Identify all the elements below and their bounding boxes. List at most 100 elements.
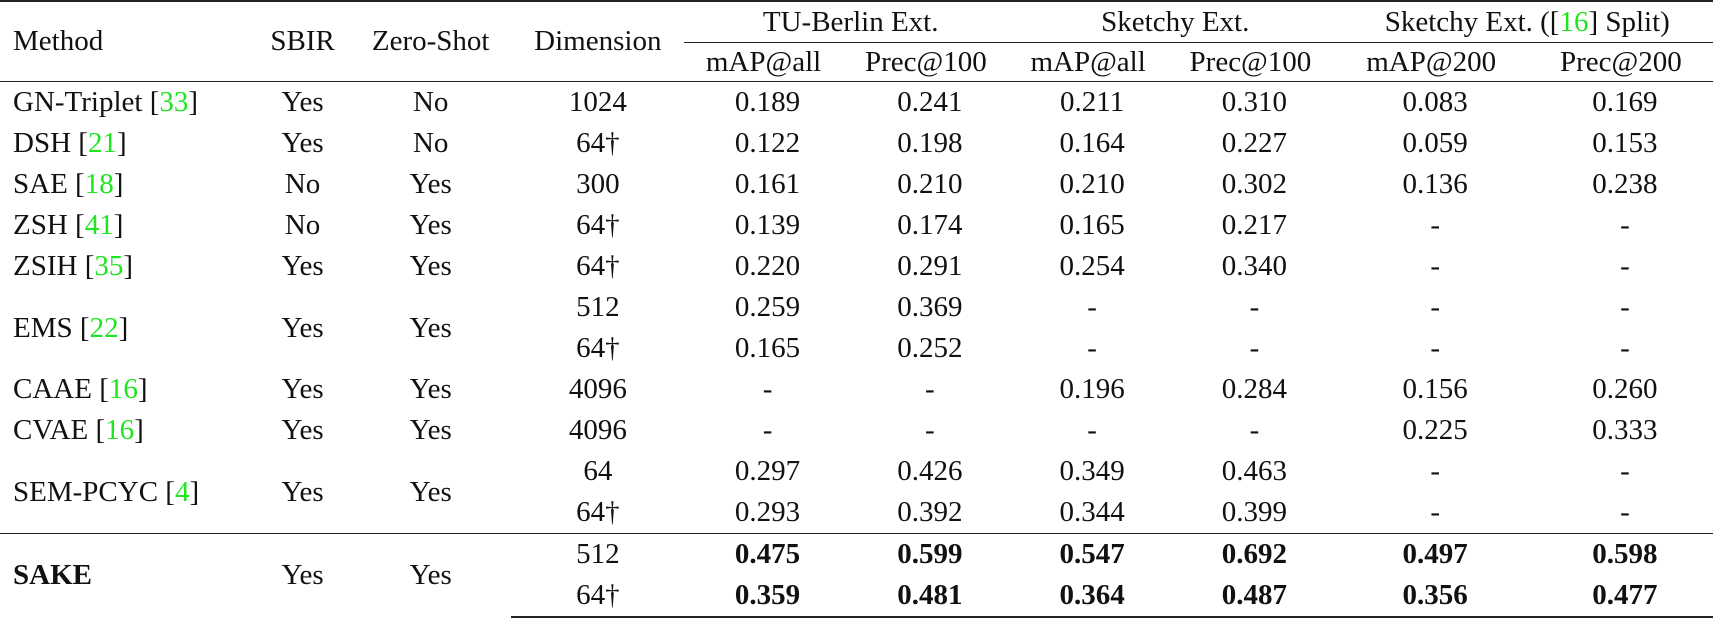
metric-value-cell: 0.161	[734, 168, 801, 200]
zero-shot-cell: Yes	[409, 414, 452, 446]
dimension-cell: 512	[511, 533, 685, 575]
metric-value-cell: 0.210	[897, 168, 963, 200]
citation-link[interactable]: 22	[89, 311, 119, 344]
table-row: EMS [22] Yes Yes 512 0.259 0.369 - - - -	[0, 287, 1713, 343]
metric-value-cell: 0.497	[1333, 533, 1529, 575]
table-row: CVAE [16] Yes Yes 4096 - - - - 0.225 0.333	[0, 410, 1713, 451]
table-row: DSH [21] Yes No 64† 0.122 0.198 0.164 0.227 0.05…	[0, 123, 1713, 164]
results-table: Method SBIR Zero-Shot Dimension TU-Berli…	[0, 0, 1713, 618]
metric-value-cell: 0.293	[734, 496, 801, 528]
zero-shot-cell: Yes	[409, 250, 452, 282]
metric-value-cell: 0.139	[734, 209, 801, 241]
metric-value-cell: 0.349	[1059, 455, 1125, 487]
dimension-cell: 64†	[576, 209, 620, 241]
metric-value-cell: 0.340	[1221, 250, 1288, 282]
metric-value-cell: 0.364	[1008, 575, 1168, 618]
metric-value-cell: 0.220	[734, 250, 801, 282]
metric-value-cell: 0.426	[897, 455, 963, 487]
metric-value-cell: 0.291	[897, 250, 963, 282]
citation-link[interactable]: 18	[84, 168, 114, 200]
metric-value-cell: 0.174	[897, 209, 963, 241]
metric-value-cell: 0.241	[842, 81, 1009, 123]
sbir-cell: Yes	[281, 414, 324, 446]
metric-value-cell: 0.259	[734, 291, 801, 323]
metric-value-cell: -	[1620, 291, 1630, 323]
header-metric: mAP@all	[1030, 45, 1146, 78]
metric-value-cell: 0.189	[684, 81, 843, 123]
metric-value-cell: 0.333	[1592, 414, 1658, 446]
metric-value-cell: 0.475	[684, 533, 843, 575]
metric-value-cell: -	[1620, 250, 1630, 282]
metric-value-cell: 0.392	[897, 496, 963, 528]
header-metric: Prec@100	[1189, 45, 1312, 78]
citation-link[interactable]: 35	[94, 250, 124, 282]
metric-value-cell: 0.164	[1059, 127, 1125, 159]
zero-shot-cell: Yes	[409, 373, 452, 405]
metric-value-cell: 0.196	[1059, 373, 1125, 405]
metric-value-cell: 0.227	[1221, 127, 1288, 159]
metric-value-cell: -	[1620, 332, 1630, 364]
citation-link[interactable]: 4	[174, 475, 190, 508]
header-sbir: SBIR	[255, 0, 351, 82]
header-metric: mAP@all	[705, 45, 822, 78]
method-cell: SAKE	[0, 533, 256, 617]
metric-value-cell: -	[762, 414, 773, 446]
metric-value-cell: -	[1620, 209, 1630, 241]
metric-value-cell: 0.198	[897, 127, 963, 159]
zero-shot-cell: Yes	[409, 168, 452, 200]
table-row: ZSH [41] No Yes 64† 0.139 0.174 0.165 0.217 - -	[0, 205, 1713, 246]
metric-value-cell: 0.463	[1221, 455, 1288, 487]
method-cell: GN-Triplet [33]	[0, 81, 256, 123]
sbir-cell: Yes	[281, 250, 324, 282]
header-dimension: Dimension	[511, 0, 685, 82]
header-row-metrics: mAP@all Prec@100 mAP@all Prec@100 mAP@20…	[0, 43, 1713, 82]
metric-value-cell: 0.297	[734, 455, 801, 487]
metric-value-cell: -	[924, 414, 935, 446]
metric-value-cell: 0.547	[1008, 533, 1168, 575]
metric-value-cell: 0.260	[1592, 373, 1658, 405]
citation-link[interactable]: 16	[108, 373, 138, 405]
table-row: ZSIH [35] Yes Yes 64† 0.220 0.291 0.254 0.340 - -	[0, 246, 1713, 287]
metric-value-cell: 0.692	[1167, 533, 1334, 575]
citation-link[interactable]: 21	[87, 127, 117, 159]
dimension-cell: 64†	[511, 575, 685, 618]
zero-shot-cell: No	[412, 127, 449, 159]
table-row: 64† 0.293 0.392 0.344 0.399 - -	[0, 492, 1713, 534]
metric-value-cell: 0.369	[897, 291, 963, 323]
dimension-cell: 64†	[576, 250, 620, 282]
citation-link[interactable]: 33	[159, 86, 189, 118]
metric-value-cell: -	[1430, 209, 1440, 241]
metric-value-cell: -	[1087, 414, 1097, 446]
method-cell: CAAE [16]	[13, 373, 148, 405]
header-metric: Prec@100	[864, 45, 987, 78]
zero-shot-cell: Yes	[409, 209, 452, 241]
sbir-cell: Yes	[281, 127, 324, 159]
metric-value-cell: 0.169	[1528, 81, 1713, 123]
zero-shot-cell: Yes	[409, 311, 452, 344]
metric-value-cell: -	[1430, 496, 1440, 528]
citation-link[interactable]: 16	[105, 414, 135, 446]
dimension-cell: 64†	[576, 127, 620, 159]
table-row: SAKE Yes Yes 512 0.475 0.599 0.547 0.692 0.497 0.…	[0, 533, 1713, 617]
zero-shot-cell: Yes	[350, 533, 512, 617]
sbir-cell: Yes	[281, 311, 324, 344]
metric-value-cell: 0.238	[1592, 168, 1658, 200]
citation-link[interactable]: 16	[1559, 5, 1589, 38]
dimension-cell: 512	[576, 291, 620, 323]
metric-value-cell: 0.356	[1333, 575, 1529, 618]
metric-value-cell: -	[924, 373, 935, 405]
table-row: SAE [18] No Yes 300 0.161 0.210 0.210 0.302 0.13…	[0, 164, 1713, 205]
metric-value-cell: 0.302	[1221, 168, 1288, 200]
sbir-cell: No	[284, 209, 321, 241]
dimension-cell: 64†	[576, 332, 620, 364]
method-cell: ZSIH [35]	[13, 250, 134, 282]
table-row: 64† 0.165 0.252 - - - -	[0, 328, 1713, 369]
header-metric: Prec@200	[1560, 45, 1682, 78]
citation-link[interactable]: 41	[84, 209, 114, 241]
table-row: 64† 0.359 0.481 0.364 0.487 0.356 0.477	[0, 575, 1713, 618]
method-cell: EMS [22]	[13, 311, 129, 344]
metric-value-cell: 0.477	[1528, 575, 1713, 618]
dimension-cell: 64	[583, 455, 613, 487]
sbir-cell: Yes	[255, 533, 351, 617]
metric-value-cell: 0.059	[1402, 127, 1468, 159]
